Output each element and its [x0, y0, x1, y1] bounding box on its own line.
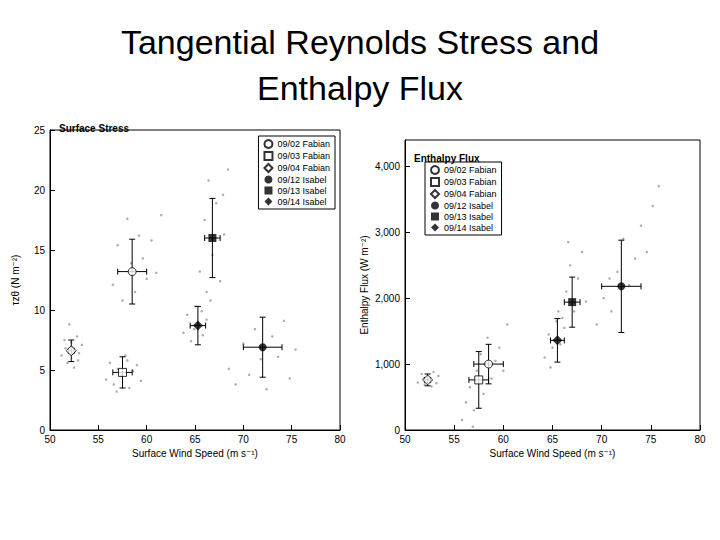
- svg-text:Enthalpy Flux: Enthalpy Flux: [257, 69, 463, 107]
- svg-text:60: 60: [141, 434, 153, 445]
- svg-text:10: 10: [34, 305, 46, 316]
- svg-text:80: 80: [334, 434, 346, 445]
- svg-text:09/12 Isabel: 09/12 Isabel: [277, 175, 326, 185]
- svg-text:0: 0: [39, 424, 45, 436]
- svg-text:Tangential Reynolds Stress and: Tangential Reynolds Stress and: [121, 23, 599, 61]
- svg-text:09/04 Fabian: 09/04 Fabian: [444, 189, 497, 199]
- svg-text:80: 80: [694, 434, 706, 445]
- svg-text:Enthalpy Flux: Enthalpy Flux: [414, 153, 480, 164]
- svg-text:50: 50: [44, 434, 56, 445]
- svg-text:Surface Wind Speed (m s⁻¹): Surface Wind Speed (m s⁻¹): [490, 448, 616, 459]
- svg-text:15: 15: [34, 245, 46, 256]
- svg-text:2,000: 2,000: [375, 293, 400, 304]
- svg-text:65: 65: [547, 434, 559, 445]
- svg-text:Surface Wind Speed (m s⁻¹): Surface Wind Speed (m s⁻¹): [132, 448, 258, 459]
- svg-text:0: 0: [394, 424, 400, 436]
- svg-text:20: 20: [34, 185, 46, 196]
- svg-text:55: 55: [449, 434, 461, 445]
- svg-text:Surface Stress: Surface Stress: [59, 123, 129, 134]
- svg-text:09/14 Isabel: 09/14 Isabel: [277, 197, 326, 207]
- svg-text:75: 75: [286, 434, 298, 445]
- svg-text:09/03 Fabian: 09/03 Fabian: [444, 177, 497, 187]
- svg-text:60: 60: [498, 434, 510, 445]
- svg-text:Enthalpy Flux (W m⁻²): Enthalpy Flux (W m⁻²): [359, 235, 370, 334]
- svg-text:09/03 Fabian: 09/03 Fabian: [277, 151, 330, 161]
- svg-text:09/14 Isabel: 09/14 Isabel: [444, 223, 493, 233]
- svg-text:1,000: 1,000: [375, 359, 400, 370]
- svg-text:4,000: 4,000: [375, 161, 400, 172]
- svg-text:09/04 Fabian: 09/04 Fabian: [277, 163, 330, 173]
- svg-text:65: 65: [189, 434, 201, 445]
- svg-text:50: 50: [399, 434, 411, 445]
- svg-text:70: 70: [238, 434, 250, 445]
- svg-text:70: 70: [596, 434, 608, 445]
- svg-text:09/12 Isabel: 09/12 Isabel: [444, 201, 493, 211]
- svg-text:75: 75: [645, 434, 657, 445]
- svg-text:τzθ (N m⁻²): τzθ (N m⁻²): [10, 255, 21, 306]
- svg-text:3,000: 3,000: [375, 227, 400, 238]
- svg-text:5: 5: [39, 365, 45, 376]
- svg-text:09/13 Isabel: 09/13 Isabel: [277, 186, 326, 196]
- svg-text:09/13 Isabel: 09/13 Isabel: [444, 212, 493, 222]
- svg-text:55: 55: [93, 434, 105, 445]
- svg-text:09/02 Fabian: 09/02 Fabian: [277, 139, 330, 149]
- svg-text:09/02 Fabian: 09/02 Fabian: [444, 165, 497, 175]
- svg-text:25: 25: [34, 125, 46, 136]
